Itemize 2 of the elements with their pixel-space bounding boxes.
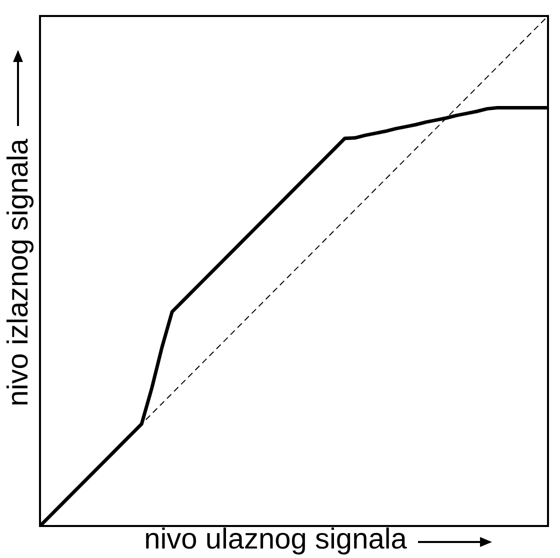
y-axis-title: nivo izlaznog signala <box>2 138 34 406</box>
x-axis-title: nivo ulaznog signala <box>144 524 408 556</box>
